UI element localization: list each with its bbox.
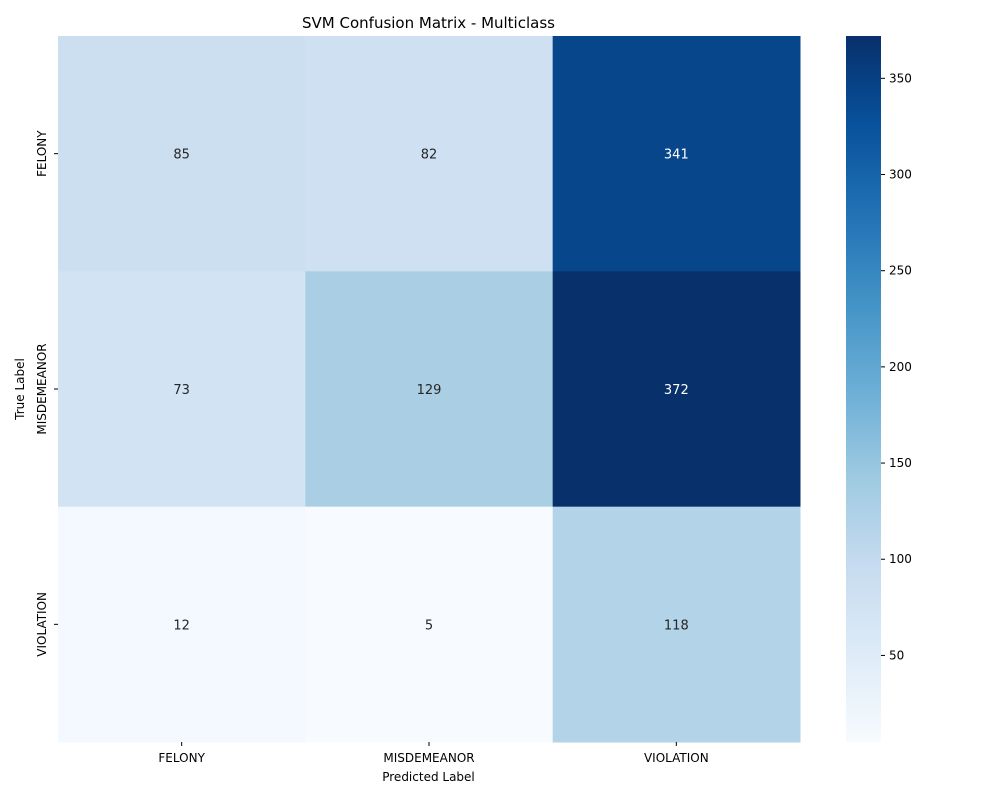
heatmap-cell	[305, 271, 554, 508]
y-tick-label: VIOLATION	[35, 592, 49, 657]
y-tick-label: FELONY	[35, 130, 49, 177]
colorbar-tick-label: 50	[889, 648, 904, 662]
colorbar-tick-label: 300	[889, 168, 912, 182]
heatmap-cell	[58, 36, 306, 272]
cell-value-labels: 85 82 341 73 129 372 12 5 118	[173, 148, 688, 634]
heatmap-cell	[552, 506, 801, 743]
cell-value-label: 73	[173, 383, 190, 398]
cell-value-label: 129	[417, 383, 442, 398]
x-tick-label: MISDEMEANOR	[383, 751, 474, 765]
heatmap-cell	[305, 36, 554, 272]
heatmap-cell	[305, 506, 554, 743]
colorbar	[846, 36, 881, 742]
heatmap-cell	[552, 36, 801, 272]
heatmap-cell	[552, 271, 801, 508]
colorbar-tick-label: 150	[889, 456, 912, 470]
colorbar-tick-label: 100	[889, 552, 912, 566]
x-tick-label: FELONY	[158, 751, 205, 765]
heatmap-cells	[58, 36, 801, 743]
cell-value-label: 341	[664, 148, 689, 163]
y-tick-label: MISDEMEANOR	[35, 343, 49, 434]
cell-value-label: 12	[173, 618, 190, 633]
cell-value-label: 5	[425, 618, 433, 633]
chart-title: SVM Confusion Matrix - Multiclass	[302, 14, 555, 32]
y-tick-labels: FELONY MISDEMEANOR VIOLATION	[35, 130, 58, 657]
cell-value-label: 118	[664, 618, 689, 633]
cell-value-label: 372	[664, 383, 689, 398]
y-axis-label: True Label	[13, 358, 27, 421]
x-tick-label: VIOLATION	[644, 751, 709, 765]
x-axis-label: Predicted Label	[382, 770, 475, 784]
cell-value-label: 82	[421, 148, 438, 163]
colorbar-tick-labels: 50 100 150 200 250 300 350	[881, 71, 912, 662]
colorbar-tick-label: 200	[889, 360, 912, 374]
colorbar-tick-label: 350	[889, 71, 912, 85]
heatmap-cell	[58, 271, 306, 508]
x-tick-labels: FELONY MISDEMEANOR VIOLATION	[158, 742, 709, 765]
colorbar-tick-label: 250	[889, 264, 912, 278]
cell-value-label: 85	[173, 148, 190, 163]
heatmap-cell	[58, 506, 306, 743]
